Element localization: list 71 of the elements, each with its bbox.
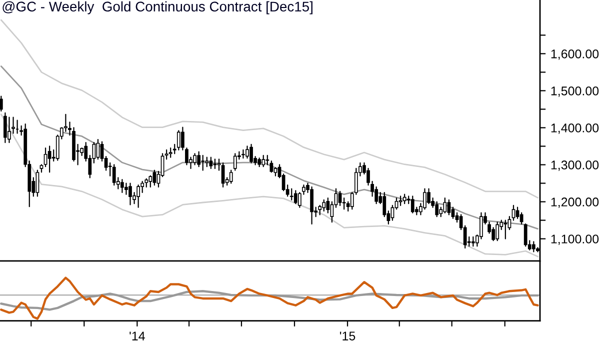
candlestick bbox=[427, 188, 430, 204]
candlestick bbox=[326, 198, 330, 214]
candlestick bbox=[410, 196, 414, 214]
candlestick bbox=[217, 158, 221, 171]
candlestick bbox=[205, 156, 209, 168]
candlestick bbox=[120, 178, 124, 194]
candlestick bbox=[48, 146, 52, 173]
candlestick bbox=[262, 154, 266, 168]
candlestick bbox=[8, 116, 11, 144]
candlestick bbox=[168, 148, 172, 158]
candlestick bbox=[266, 154, 270, 166]
candlestick bbox=[310, 186, 314, 225]
candlestick bbox=[233, 153, 237, 171]
x-tick-label: '15 bbox=[340, 332, 356, 340]
candlestick bbox=[512, 204, 516, 221]
candlestick bbox=[398, 196, 402, 206]
candlestick bbox=[496, 222, 500, 242]
candlestick bbox=[318, 204, 322, 216]
candlestick bbox=[250, 144, 253, 164]
y-tick-label: 1,400.00 bbox=[551, 124, 599, 134]
candlestick bbox=[152, 170, 156, 186]
line-series bbox=[0, 66, 538, 230]
candlestick bbox=[516, 206, 520, 219]
candlestick bbox=[185, 148, 188, 166]
candlestick bbox=[193, 153, 196, 166]
line-series bbox=[0, 19, 538, 198]
candlestick bbox=[44, 148, 48, 168]
x-tick-label: '14 bbox=[130, 332, 145, 340]
candlestick bbox=[447, 199, 451, 216]
candlestick bbox=[124, 182, 128, 195]
candlestick bbox=[471, 236, 475, 247]
candlestick bbox=[148, 175, 152, 188]
candlestick bbox=[176, 130, 180, 150]
chart-title: @GC - Weekly Gold Continuous Contract [Dec15] bbox=[2, 1, 312, 14]
y-tick-label: 1,500.00 bbox=[551, 86, 599, 97]
candlestick bbox=[242, 149, 245, 159]
candlestick bbox=[221, 162, 225, 188]
y-tick-label: 1,600.00 bbox=[551, 49, 599, 60]
candlestick bbox=[508, 216, 512, 230]
candlestick bbox=[382, 192, 386, 218]
candlestick bbox=[504, 220, 508, 240]
candlestick bbox=[209, 156, 213, 169]
candlestick bbox=[4, 112, 7, 144]
candlestick bbox=[443, 198, 447, 214]
candlestick bbox=[213, 158, 217, 169]
y-tick-label: 1,200.00 bbox=[551, 198, 599, 208]
y-tick-label: 1,300.00 bbox=[551, 160, 599, 171]
line-series bbox=[0, 114, 538, 258]
candlestick bbox=[0, 96, 3, 112]
candlestick bbox=[136, 184, 140, 208]
candlestick bbox=[322, 199, 326, 212]
candlestick bbox=[338, 190, 342, 206]
candlestick bbox=[294, 190, 298, 204]
candlestick bbox=[402, 194, 406, 204]
candlestick bbox=[480, 212, 483, 240]
candlestick bbox=[197, 151, 201, 168]
candlestick bbox=[270, 160, 274, 173]
candlestick bbox=[229, 170, 233, 184]
candlestick bbox=[128, 182, 132, 206]
candlestick bbox=[96, 139, 100, 160]
candlestick bbox=[435, 201, 439, 218]
candlestick bbox=[532, 241, 536, 252]
candlestick bbox=[246, 146, 249, 159]
candlestick bbox=[112, 164, 116, 186]
candlestick bbox=[164, 149, 168, 160]
candlestick bbox=[201, 154, 205, 171]
candlestick bbox=[36, 170, 40, 197]
candlestick bbox=[290, 188, 294, 200]
candlestick bbox=[181, 126, 184, 150]
candlestick bbox=[524, 223, 528, 247]
y-tick-label: 1,100.00 bbox=[551, 234, 599, 245]
